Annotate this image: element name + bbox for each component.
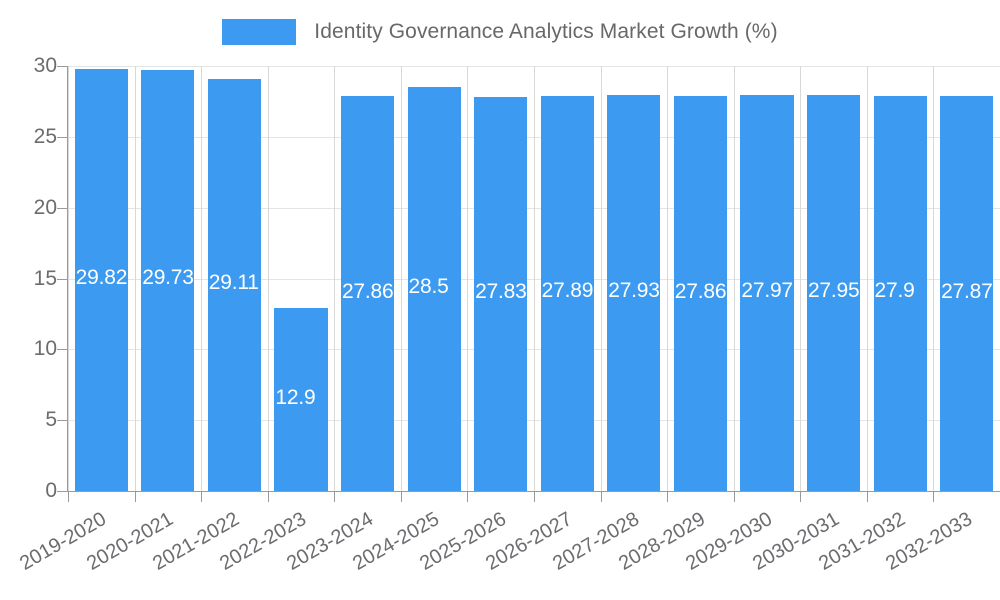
y-axis-line xyxy=(67,66,68,492)
bar[interactable] xyxy=(407,87,461,491)
x-axis-tick-mark xyxy=(601,492,602,502)
y-axis-tick-mark xyxy=(57,66,67,67)
gridline-category-separator xyxy=(135,66,136,491)
x-axis-tick-mark xyxy=(68,492,69,502)
y-axis-tick-mark xyxy=(57,349,67,351)
bar[interactable] xyxy=(673,96,728,491)
gridline-category-separator xyxy=(800,66,801,491)
gridline-category-separator xyxy=(334,66,335,491)
gridline-category-separator xyxy=(201,66,202,491)
gridline-category-separator xyxy=(467,66,468,491)
x-axis-tick-mark xyxy=(534,492,535,502)
bar[interactable] xyxy=(141,69,195,491)
gridline-category-separator xyxy=(867,66,868,491)
y-axis: 0 5 10 15 20 25 30 xyxy=(0,0,57,600)
x-axis-tick-mark xyxy=(734,492,735,502)
x-axis-tick-mark xyxy=(933,492,934,502)
y-axis-tick-label: 15 xyxy=(33,266,57,290)
gridline-category-separator xyxy=(268,66,269,491)
y-axis-tick-mark xyxy=(57,136,67,138)
bar[interactable] xyxy=(274,308,328,491)
x-axis-tick-mark xyxy=(268,492,269,502)
gridline-category-separator xyxy=(933,66,934,491)
bar[interactable] xyxy=(207,78,262,491)
x-axis-tick-mark xyxy=(334,492,335,502)
y-axis-tick-label: 30 xyxy=(33,54,57,77)
x-axis-tick-mark xyxy=(667,492,668,502)
bar[interactable] xyxy=(340,96,395,491)
bar[interactable] xyxy=(474,96,528,491)
bar[interactable] xyxy=(873,95,927,491)
bar[interactable] xyxy=(940,96,994,491)
y-axis-tick-label: 25 xyxy=(33,124,57,148)
x-axis-line xyxy=(57,491,1000,492)
gridline-category-separator xyxy=(601,66,602,491)
legend-label-series-1: Identity Governance Analytics Market Gro… xyxy=(314,20,778,43)
y-axis-tick-label: 5 xyxy=(45,408,57,432)
gridline-category-separator xyxy=(401,66,402,491)
y-axis-tick-label: 20 xyxy=(33,195,57,219)
y-axis-tick-label: 10 xyxy=(33,337,57,361)
bar[interactable] xyxy=(540,95,594,491)
chart-legend: Identity Governance Analytics Market Gro… xyxy=(0,14,1000,50)
gridline-category-separator xyxy=(68,66,69,491)
x-axis-tick-mark xyxy=(135,492,136,502)
x-axis-tick-mark xyxy=(467,492,468,502)
bar[interactable] xyxy=(607,95,661,491)
y-axis-tick-label: 0 xyxy=(45,479,57,502)
x-axis-tick-mark xyxy=(401,492,402,502)
x-axis-tick-mark xyxy=(800,492,801,502)
gridline-category-separator xyxy=(734,66,735,491)
y-axis-tick-mark xyxy=(57,420,67,422)
y-axis-tick-mark xyxy=(57,491,67,492)
y-axis-tick-mark xyxy=(57,207,67,209)
bar[interactable] xyxy=(740,94,794,491)
plot-area: 29.82 29.73 29.11 12.9 27.86 28.5 27.83 27.89 27… xyxy=(68,66,1000,491)
gridline-category-separator xyxy=(534,66,535,491)
y-axis-tick-mark xyxy=(57,278,67,280)
legend-swatch-series-1 xyxy=(222,19,297,45)
gridline-category-separator xyxy=(667,66,668,491)
x-axis-tick-mark xyxy=(201,492,202,502)
bar[interactable] xyxy=(806,95,861,491)
x-axis-tick-mark xyxy=(867,492,868,502)
bar[interactable] xyxy=(74,68,128,491)
